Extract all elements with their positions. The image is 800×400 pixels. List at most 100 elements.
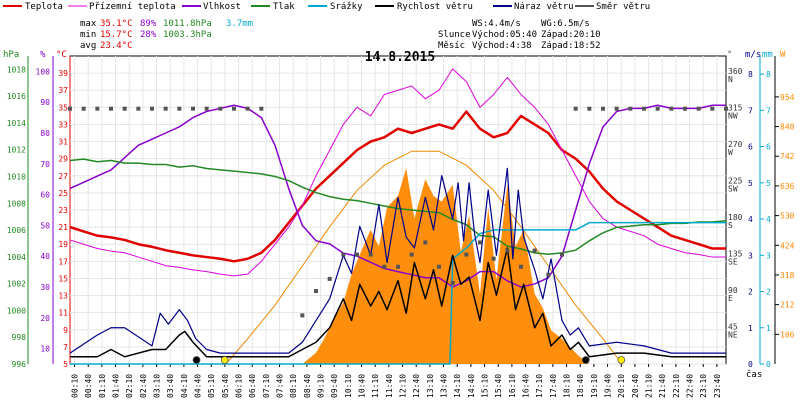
time-tick-label: 00:40 — [84, 374, 93, 398]
humidity-tick-label: 30 — [40, 283, 50, 292]
rain-tick-label: 6 — [766, 143, 771, 152]
direction-letter-label: W — [728, 148, 733, 157]
series-gust-line — [69, 167, 726, 354]
solar-tick-label: 954 — [780, 93, 795, 102]
wind-direction-point — [81, 106, 86, 111]
time-tick-label: 11:10 — [371, 374, 380, 398]
temp-tick-label: 15 — [58, 274, 68, 283]
wind-direction-point — [136, 106, 141, 111]
time-tick-label: 00:10 — [71, 374, 80, 398]
temp-tick-label: 29 — [58, 155, 68, 164]
temp-tick-label: 25 — [58, 189, 68, 198]
series-layer — [68, 68, 728, 365]
time-tick-label: 09:10 — [317, 374, 326, 398]
time-tick-label: 07:40 — [276, 374, 285, 398]
wind-direction-point — [382, 264, 387, 269]
axis-ticks: 00:10 00:40 01:10 01:40 02:10 02:40 03:10 03:40… — [7, 65, 795, 398]
temp-tick-label: 9 — [63, 326, 68, 335]
wind-direction-point — [642, 106, 646, 111]
stat-moon-label: Měsíc — [438, 41, 465, 51]
time-tick-label: 20:40 — [631, 374, 640, 398]
wind-direction-point — [218, 106, 223, 111]
time-tick-label: 08:10 — [289, 374, 298, 398]
pressure-tick-label: 1012 — [7, 146, 26, 155]
legend: Teplota Přízemní teplota Vlhkost Tlak Sr… — [3, 2, 650, 12]
wind-direction-point — [150, 106, 154, 111]
legend-label: Přízemní teplota — [89, 2, 176, 12]
stats-block: max 35.1°C 89% 1011.8hPa 3.7mm min 15.7°… — [80, 19, 601, 51]
axis-unit-celsius: °C — [56, 50, 67, 60]
time-tick-label: 13:10 — [426, 374, 435, 398]
stat-wind-gust: WG:6.5m/s — [541, 19, 590, 29]
pressure-tick-label: 1006 — [7, 226, 26, 235]
wind-direction-point — [587, 106, 592, 111]
wind-direction-point — [245, 106, 250, 111]
time-tick-label: 01:40 — [112, 374, 121, 398]
direction-tick-label: 360 — [728, 67, 743, 76]
stat-avg-temp: 23.4°C — [100, 41, 133, 51]
time-tick-label: 13:40 — [440, 374, 449, 398]
wind-direction-point — [396, 264, 400, 269]
humidity-tick-label: 10 — [40, 345, 50, 354]
pressure-tick-label: 1002 — [7, 280, 26, 289]
stat-sun-label: Slunce — [438, 30, 471, 40]
time-tick-label: 23:40 — [713, 374, 722, 398]
time-tick-label: 17:10 — [535, 374, 544, 398]
solar-tick-label: 848 — [780, 123, 795, 132]
direction-tick-label: 135 — [728, 250, 743, 259]
axis-unit-mm: mm — [762, 50, 773, 60]
stat-min-label: min — [80, 30, 96, 40]
rain-tick-label: 3 — [766, 251, 771, 260]
wind-direction-point — [122, 106, 127, 111]
time-tick-label: 05:40 — [221, 374, 230, 398]
wind-direction-point — [696, 106, 701, 111]
rain-tick-label: 4 — [766, 215, 771, 224]
time-tick-label: 14:40 — [467, 374, 476, 398]
wind-direction-point — [628, 106, 633, 111]
legend-label: Tlak — [273, 2, 295, 12]
chart-date-title: 14.8.2015 — [365, 50, 435, 65]
time-tick-label: 04:10 — [180, 374, 189, 398]
temp-tick-label: 11 — [58, 309, 68, 318]
wind-direction-point — [614, 106, 619, 111]
wind-direction-point — [95, 106, 100, 111]
time-tick-label: 10:10 — [344, 374, 353, 398]
stat-sunset: Západ:20:10 — [541, 30, 601, 40]
time-tick-label: 04:40 — [194, 374, 203, 398]
wind-tick-label: 7 — [748, 106, 753, 115]
wind-tick-label: 5 — [748, 179, 753, 188]
solar-tick-label: 106 — [780, 330, 795, 339]
time-tick-label: 18:10 — [563, 374, 572, 398]
temp-tick-label: 35 — [58, 103, 68, 112]
stat-max-humidity: 89% — [140, 19, 157, 29]
legend-label: Náraz větru — [514, 2, 574, 12]
time-tick-label: 18:40 — [576, 374, 585, 398]
theoretical-radiation-line — [225, 150, 623, 365]
temp-tick-label: 37 — [58, 86, 68, 95]
wind-direction-point — [109, 106, 113, 111]
direction-tick-label: 270 — [728, 140, 743, 149]
humidity-tick-label: 20 — [40, 314, 50, 323]
time-tick-label: 15:40 — [494, 374, 503, 398]
time-tick-label: 02:40 — [139, 374, 148, 398]
rain-tick-label: 0 — [766, 360, 771, 369]
direction-tick-label: 225 — [728, 177, 743, 186]
direction-letter-label: SE — [728, 258, 738, 267]
time-tick-label: 10:40 — [358, 374, 367, 398]
wind-direction-point — [601, 106, 605, 111]
series-wind-line — [70, 247, 726, 358]
wind-tick-label: 6 — [748, 143, 753, 152]
time-tick-label: 08:40 — [303, 374, 312, 398]
stat-wind-speed: WS:4.4m/s — [472, 19, 521, 29]
wind-direction-point — [450, 280, 455, 285]
pressure-tick-label: 996 — [12, 360, 27, 369]
pressure-tick-label: 1018 — [7, 65, 26, 74]
wind-direction-point — [355, 252, 359, 257]
legend-label: Srážky — [330, 2, 363, 12]
temp-tick-label: 21 — [58, 223, 68, 232]
axis-unit-ms: m/s — [745, 50, 761, 60]
wind-direction-point — [437, 264, 441, 269]
sunrise-marker — [220, 356, 229, 364]
pressure-tick-label: 1004 — [7, 253, 26, 262]
